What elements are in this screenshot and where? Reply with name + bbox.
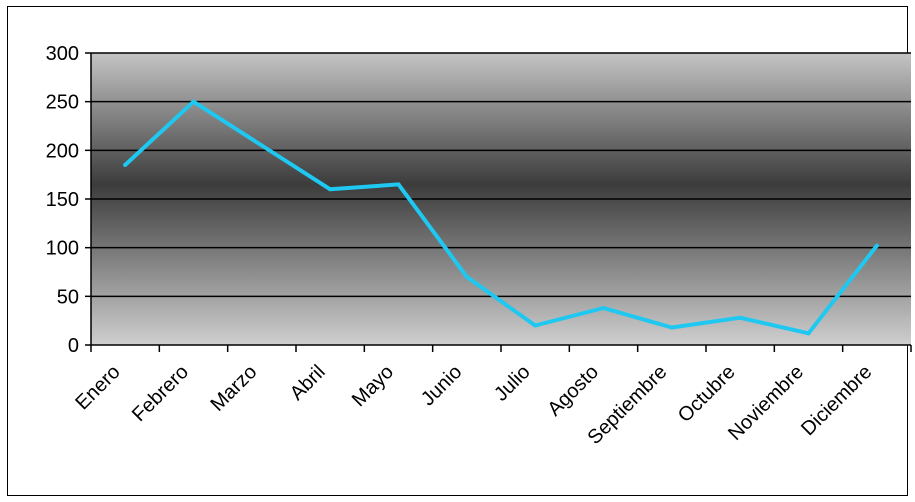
data-point [259, 143, 264, 148]
series-layer [123, 99, 879, 336]
y-tick-label: 200 [46, 140, 79, 162]
series-line [123, 99, 879, 336]
x-tick-label: Marzo [207, 361, 262, 416]
y-tick-label: 50 [57, 286, 79, 308]
data-point [669, 325, 674, 330]
data-point [738, 315, 743, 320]
y-tick-label: 150 [46, 189, 79, 211]
data-point [874, 243, 879, 248]
data-point [533, 323, 538, 328]
data-point [396, 182, 401, 187]
grid-lines [91, 52, 911, 298]
x-tick-label: Abril [286, 361, 330, 405]
x-tick-label: Mayo [348, 361, 398, 411]
axes [85, 52, 912, 352]
data-point [328, 187, 333, 192]
x-tick-label: Julio [490, 361, 535, 406]
y-tick-labels: 0 50 100 150 200 250 300 [46, 43, 79, 357]
x-tick-label: Junio [417, 361, 466, 410]
data-point [123, 162, 128, 167]
y-tick-label: 100 [46, 238, 79, 260]
x-tick-label: Agosto [543, 361, 603, 421]
x-tick-label: Diciembre [797, 361, 876, 440]
data-point [601, 306, 606, 311]
data-point [806, 331, 811, 336]
y-tick-label: 300 [46, 43, 79, 65]
x-tick-labels: Enero Febrero Marzo Abril Mayo Junio Julio Agos… [71, 361, 876, 449]
x-tick-label: Octubre [674, 361, 740, 427]
data-point [464, 274, 469, 279]
y-tick-label: 250 [46, 92, 79, 114]
data-point [191, 99, 196, 104]
x-tick-label: Febrero [128, 361, 193, 426]
y-tick-label: 0 [68, 335, 79, 357]
x-tick-label: Enero [71, 361, 124, 414]
